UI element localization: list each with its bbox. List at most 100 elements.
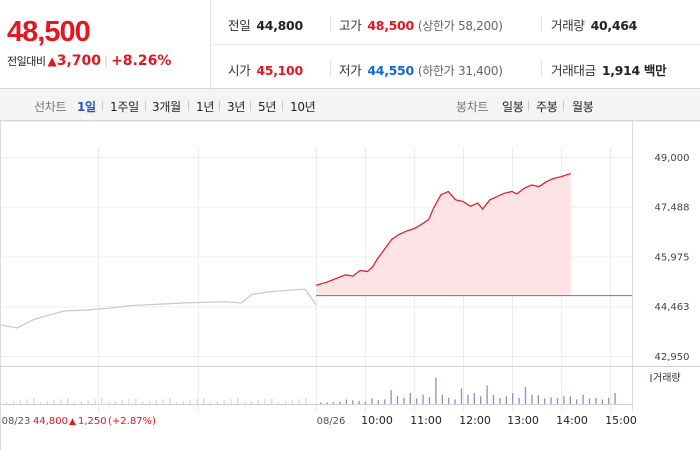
line-layer	[0, 172, 571, 329]
time-tick-label: 15:00	[605, 414, 637, 427]
stat-label: 저가	[339, 63, 362, 78]
price-tick-label: 47,488	[655, 203, 690, 214]
volume-bar	[512, 393, 514, 404]
divider	[541, 16, 542, 32]
time-tick-label: 08/23	[2, 416, 31, 427]
price-axis: 49,000 47,488 45,975 44,463 42,950	[655, 153, 690, 363]
time-tick-label: 13:00	[507, 414, 539, 427]
volume-bar	[460, 388, 463, 404]
volume-bar	[377, 400, 379, 404]
prev-volume-bar	[244, 402, 246, 404]
prev-volume-bar	[40, 402, 42, 404]
prev-volume-bar	[196, 399, 198, 404]
volume-bar	[563, 396, 565, 405]
divider	[563, 101, 564, 111]
upper-limit-label: 상한가	[422, 19, 455, 33]
volume-bar	[358, 400, 360, 404]
volume-bar	[352, 400, 354, 404]
stat-open: 시가 45,100	[228, 60, 303, 79]
volume-legend-swatch	[650, 374, 652, 382]
stat-value: 1,914 백만	[601, 63, 667, 78]
price-area-fill	[316, 173, 571, 296]
price-chart[interactable]: 49,000 47,488 45,975 44,463 42,950 08/23 08/2…	[0, 120, 700, 450]
upper-limit-value: 58,200	[457, 19, 499, 33]
stat-value: 44,800	[256, 18, 303, 33]
volume-bar	[556, 397, 559, 404]
volume-bar	[332, 402, 335, 404]
tab-3m[interactable]: 3개월	[152, 100, 181, 114]
prev-volume-bar	[19, 400, 21, 404]
tab-monthly-candle[interactable]: 월봉	[572, 100, 594, 114]
volume-bar	[435, 377, 437, 404]
volume-layer	[6, 374, 652, 405]
area-layer	[316, 173, 632, 297]
prev-volume-bar	[53, 400, 55, 404]
volume-bar	[326, 402, 328, 404]
current-price-line	[315, 172, 571, 286]
prev-volume-bar	[67, 398, 69, 404]
stat-label: 거래량	[551, 18, 585, 33]
tab-10y[interactable]: 10년	[290, 100, 316, 114]
prev-volume-bar	[278, 402, 280, 404]
volume-bar	[422, 394, 424, 404]
divider	[330, 61, 331, 77]
line-chart-label: 선차트	[34, 100, 67, 114]
tab-5y[interactable]: 5년	[258, 100, 277, 114]
time-tick-label: 14:00	[556, 414, 588, 427]
volume-bar	[569, 396, 571, 405]
volume-bar	[492, 394, 495, 404]
volume-bar	[576, 399, 578, 404]
prev-change-percent: (+2.87%)	[108, 416, 156, 427]
volume-bar	[428, 397, 431, 404]
stat-label: 시가	[228, 63, 251, 78]
change-percent: +8.26%	[111, 53, 172, 69]
prev-volume-bar	[135, 398, 137, 404]
tab-weekly-candle[interactable]: 주봉	[536, 100, 558, 114]
prev-volume-bar	[271, 398, 273, 404]
stat-trade-value: 거래대금 1,914 백만	[551, 60, 667, 79]
volume-bar	[403, 397, 405, 404]
stat-value: 45,100	[256, 63, 303, 78]
tab-1d[interactable]: 1일	[77, 100, 96, 114]
prev-volume-bar	[87, 400, 89, 404]
prev-volume-bar	[182, 401, 184, 404]
quote-header: 48,500 전일대비 ▲3,700 | +8.26% 전일 44,800 고가 48,5…	[0, 0, 700, 89]
tab-1w[interactable]: 1주일	[110, 100, 139, 114]
prev-volume-bar	[169, 398, 171, 404]
volume-legend-label: 거래량	[653, 372, 681, 384]
prev-volume-bar	[189, 400, 191, 404]
price-tick-label: 44,463	[655, 302, 690, 313]
prev-volume-bar	[264, 399, 266, 404]
stat-value: 48,500	[367, 18, 414, 33]
candle-chart-label: 봉차트	[456, 100, 489, 114]
volume-bar	[601, 399, 603, 404]
lower-limit-value: 31,400	[457, 64, 499, 78]
tab-daily-candle[interactable]: 일봉	[502, 100, 524, 114]
tab-1y[interactable]: 1년	[196, 100, 215, 114]
divider	[145, 101, 146, 111]
volume-bar	[608, 397, 610, 404]
volume-bar	[371, 398, 373, 404]
time-tick-label: 10:00	[361, 414, 393, 427]
tab-3y[interactable]: 3년	[227, 100, 246, 114]
prev-volume-bar	[142, 402, 144, 404]
stat-volume: 거래량 40,464	[551, 15, 637, 34]
stat-label: 거래대금	[551, 63, 596, 78]
prev-volume-bar	[291, 400, 293, 404]
prev-change-value: 1,250	[78, 416, 107, 427]
divider: |	[104, 54, 109, 68]
stat-high: 고가 48,500 (상한가 58,200)	[339, 18, 503, 33]
prev-volume-bar	[237, 398, 239, 404]
prev-volume-bar	[203, 398, 205, 404]
divider	[250, 101, 251, 111]
period-tab-bar: 선차트 1일 1주일 3개월 1년 3년 5년 10년 봉차트 일봉 주봉 월봉	[0, 89, 700, 121]
prev-volume-bar	[162, 399, 164, 404]
divider	[541, 61, 542, 77]
volume-bar	[441, 394, 443, 404]
volume-bar	[364, 401, 367, 404]
volume-bar	[588, 398, 591, 404]
volume-bar	[486, 385, 488, 404]
price-tick-label: 49,000	[655, 153, 690, 164]
volume-bar	[345, 399, 347, 404]
